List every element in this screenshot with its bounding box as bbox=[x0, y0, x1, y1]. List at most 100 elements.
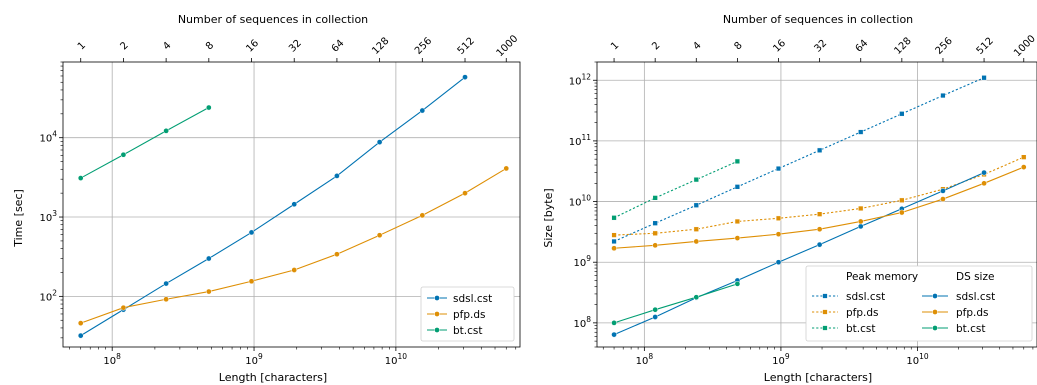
time-legend: sdsl.cst pfp.ds bt.cst bbox=[420, 286, 515, 342]
size-bt-cst-peak-memory-point bbox=[693, 176, 699, 183]
time-sdsl-cst-point bbox=[376, 139, 383, 145]
size-bt-cst-peak-memory-line bbox=[613, 160, 738, 219]
size-pfp-ds-ds-size-point bbox=[734, 235, 741, 241]
size-legend-bt-cst-ds-size-marker bbox=[932, 325, 938, 331]
time-bt-cst-line bbox=[80, 107, 210, 179]
time-pfp-ds-point bbox=[334, 251, 340, 258]
size-sdsl-cst-ds-size-point bbox=[940, 188, 946, 194]
size-bt-cst-ds-size-point bbox=[611, 320, 617, 326]
time-y-axis-title: Time [sec] bbox=[12, 189, 25, 248]
time-pfp-ds-point bbox=[376, 232, 383, 239]
time-bt-cst-point bbox=[205, 104, 212, 111]
time-legend-pfp-ds-label: pfp.ds bbox=[453, 309, 486, 321]
size-bt-cst-peak-memory-point bbox=[734, 158, 741, 165]
time-sdsl-cst-point bbox=[462, 74, 468, 80]
size-top-tick-label: 512 bbox=[975, 36, 996, 57]
size-top-tick-label: 128 bbox=[892, 36, 913, 57]
size-sdsl-cst-peak-memory-point bbox=[816, 147, 823, 153]
size-pfp-ds-ds-size-point bbox=[611, 245, 617, 252]
size-sdsl-cst-ds-size-point bbox=[816, 241, 823, 248]
time-pfp-ds-point bbox=[77, 320, 84, 326]
size-top-tick-label: 1 bbox=[609, 40, 621, 52]
size-legend-pfp-ds-peak-memory-label: pfp.ds bbox=[846, 307, 879, 319]
time-top-tick-label: 1000 bbox=[495, 33, 521, 59]
size-y-axis-title: Size [byte] bbox=[542, 188, 555, 247]
size-sdsl-cst-peak-memory-point bbox=[693, 202, 699, 208]
time-top-tick-label: 512 bbox=[456, 36, 477, 57]
size-pfp-ds-peak-memory-point bbox=[1021, 154, 1027, 160]
time-top-axis-title: Number of sequences in collection bbox=[178, 13, 368, 26]
size-x-tick-label: 109 bbox=[772, 352, 790, 367]
size-chart: Number of sequences in collection Length… bbox=[542, 13, 1037, 384]
size-y-tick-label: 109 bbox=[573, 254, 591, 269]
size-bt-cst-ds-size-point bbox=[652, 306, 659, 313]
size-pfp-ds-ds-size-point bbox=[693, 238, 700, 245]
time-legend-bt-cst-label: bt.cst bbox=[453, 325, 482, 337]
size-pfp-ds-ds-size-point bbox=[775, 231, 782, 238]
time-top-tick-label: 64 bbox=[330, 38, 347, 55]
time-top-tick-label: 8 bbox=[204, 40, 216, 52]
size-legend-pfp-ds-ds-size-marker bbox=[932, 309, 938, 315]
time-y-tick-label: 102 bbox=[39, 288, 57, 303]
size-series bbox=[611, 75, 1027, 338]
time-top-tick-label: 32 bbox=[287, 38, 304, 55]
time-top-tick-label: 16 bbox=[244, 38, 261, 55]
size-y-tick-label: 1011 bbox=[569, 133, 592, 148]
time-chart: Number of sequences in collection Length… bbox=[12, 13, 521, 384]
time-legend-sdsl-cst-marker bbox=[434, 295, 440, 301]
size-top-tick-label: 2 bbox=[650, 40, 662, 52]
time-top-tick-label: 128 bbox=[370, 36, 391, 57]
time-top-tick-label: 256 bbox=[413, 36, 434, 57]
size-x-axis-title: Length [characters] bbox=[764, 371, 872, 384]
time-y-tick-label: 103 bbox=[39, 209, 57, 224]
size-bt-cst-peak-memory-point bbox=[611, 215, 617, 221]
time-sdsl-cst-point bbox=[291, 201, 298, 208]
size-legend-pfp-ds-peak-memory-marker bbox=[822, 309, 828, 315]
size-pfp-ds-ds-size-point bbox=[816, 226, 823, 233]
size-pfp-ds-ds-size-point bbox=[857, 218, 864, 225]
size-sdsl-cst-peak-memory-point bbox=[734, 184, 741, 190]
time-sdsl-cst-point bbox=[334, 173, 340, 179]
time-pfp-ds-point bbox=[205, 288, 212, 295]
size-top-tick-label: 4 bbox=[691, 40, 703, 52]
size-legend-sdsl-cst-ds-size-marker bbox=[932, 293, 938, 299]
size-pfp-ds-peak-memory-point bbox=[775, 215, 782, 221]
size-x-tick-label: 1010 bbox=[906, 352, 929, 367]
time-x-axis-title: Length [characters] bbox=[219, 371, 327, 384]
time-x-tick-label: 109 bbox=[245, 352, 263, 367]
time-x-tick-label: 108 bbox=[103, 352, 121, 367]
size-y-tick-label: 1012 bbox=[569, 72, 592, 87]
size-pfp-ds-peak-memory-point bbox=[652, 230, 658, 236]
time-x-tick-label: 1010 bbox=[385, 352, 408, 367]
size-pfp-ds-peak-memory-point bbox=[611, 232, 617, 238]
size-pfp-ds-peak-memory-point bbox=[899, 197, 905, 203]
size-sdsl-cst-peak-memory-point bbox=[611, 238, 617, 245]
time-legend-pfp-ds-marker bbox=[434, 311, 440, 317]
time-sdsl-cst-point bbox=[163, 280, 169, 287]
time-sdsl-cst-point bbox=[248, 229, 255, 236]
size-x-tick-label: 108 bbox=[636, 352, 654, 367]
size-pfp-ds-peak-memory-point bbox=[858, 205, 864, 212]
size-legend-group-title: DS size bbox=[956, 271, 994, 283]
size-top-tick-label: 64 bbox=[854, 38, 871, 55]
size-legend-sdsl-cst-peak-memory-label: sdsl.cst bbox=[846, 291, 885, 303]
size-pfp-ds-ds-size-point bbox=[981, 180, 987, 187]
time-top-tick-label: 2 bbox=[119, 40, 131, 52]
size-legend-pfp-ds-ds-size-label: pfp.ds bbox=[956, 307, 989, 319]
time-bt-cst-point bbox=[120, 151, 127, 158]
time-pfp-ds-point bbox=[419, 212, 426, 219]
size-pfp-ds-ds-size-line bbox=[614, 166, 1024, 249]
size-sdsl-cst-peak-memory-point bbox=[652, 220, 658, 226]
size-y-tick-label: 108 bbox=[573, 315, 591, 330]
size-bt-cst-ds-size-line bbox=[613, 283, 738, 324]
size-bt-cst-ds-size-point bbox=[734, 280, 741, 287]
size-legend-bt-cst-ds-size-label: bt.cst bbox=[956, 323, 985, 335]
time-top-tick-label: 4 bbox=[161, 40, 173, 52]
size-sdsl-cst-peak-memory-point bbox=[775, 165, 782, 172]
size-legend-box bbox=[805, 265, 1033, 342]
size-sdsl-cst-ds-size-point bbox=[611, 331, 617, 338]
time-top-tick-label: 1 bbox=[76, 40, 88, 52]
size-sdsl-cst-ds-size-point bbox=[652, 314, 659, 320]
time-plot-frame bbox=[62, 61, 521, 348]
